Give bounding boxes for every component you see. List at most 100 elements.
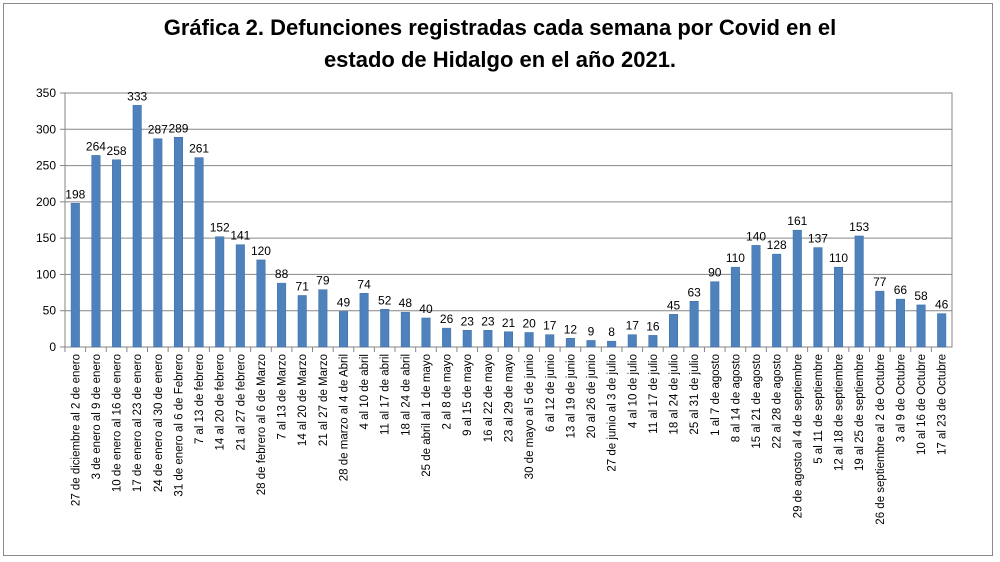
data-label: 46 <box>935 298 949 312</box>
x-tick-label: 3 de enero al 9 de enero <box>91 354 103 479</box>
bar <box>586 340 596 348</box>
x-tick-label: 20 al 26 de junio <box>586 354 598 438</box>
data-label: 137 <box>808 232 828 246</box>
data-label: 20 <box>522 316 536 330</box>
data-label: 77 <box>873 275 887 289</box>
data-label: 8 <box>608 325 615 339</box>
data-label: 9 <box>588 324 595 338</box>
data-label: 90 <box>708 266 722 280</box>
chart-title: Gráfica 2. Defunciones registradas cada … <box>0 12 1000 76</box>
x-tick-label: 16 al 22 de mayo <box>483 354 495 442</box>
bar <box>318 289 328 348</box>
data-label: 49 <box>337 295 351 309</box>
data-label: 71 <box>296 279 310 293</box>
x-tick-label: 7 al 13 de febrero <box>194 354 206 444</box>
data-label: 58 <box>914 289 928 303</box>
bar <box>112 159 122 348</box>
data-label: 21 <box>502 316 516 330</box>
bar <box>627 334 637 348</box>
bar <box>607 340 617 348</box>
bar <box>545 334 555 348</box>
x-tick-label: 2 al 8 de mayo <box>442 354 454 429</box>
x-tick-label: 15 al 21 de agosto <box>751 354 763 449</box>
data-label: 152 <box>210 221 230 235</box>
data-label: 140 <box>746 229 766 243</box>
bar <box>70 203 80 348</box>
x-tick-label: 27 de junio al 3 de julio <box>607 354 619 472</box>
bar <box>215 236 225 348</box>
bar <box>916 304 926 348</box>
x-tick-label: 1 al 7 de agosto <box>710 354 722 436</box>
x-tick-label: 9 al 15 de mayo <box>462 354 474 436</box>
y-tick-label: 350 <box>36 86 56 100</box>
bar <box>338 311 348 348</box>
x-tick-label: 11 al 17 de abril <box>380 354 392 435</box>
x-tick-label: 30 de mayo al 5 de junio <box>524 354 536 479</box>
data-label: 161 <box>787 214 807 228</box>
bar <box>91 155 101 348</box>
data-label: 23 <box>461 314 475 328</box>
bar <box>400 311 410 348</box>
x-tick-label: 18 al 24 de julio <box>669 354 681 435</box>
x-tick-label: 10 de enero al 16 de enero <box>112 354 124 492</box>
bar <box>153 138 163 348</box>
bar <box>380 309 390 348</box>
data-label: 141 <box>230 229 250 243</box>
bar <box>834 266 844 348</box>
x-tick-label: 17 de enero al 23 de enero <box>132 354 144 492</box>
x-tick-label: 11 al 17 de julio <box>648 354 660 434</box>
bar <box>442 327 452 348</box>
bar <box>483 330 493 348</box>
bar <box>504 331 513 348</box>
data-label: 110 <box>829 251 848 265</box>
data-label: 128 <box>767 238 787 252</box>
data-label: 264 <box>86 139 106 153</box>
x-tick-label: 19 al 25 de septiembre <box>854 354 866 471</box>
bar <box>751 245 761 348</box>
bar <box>710 281 720 348</box>
data-label: 258 <box>107 144 127 158</box>
data-label: 23 <box>481 314 495 328</box>
x-tick-label: 22 al 28 de agosto <box>772 354 784 449</box>
data-label: 26 <box>440 312 454 326</box>
data-label: 63 <box>687 285 701 299</box>
x-tick-label: 25 de abril al 1 de mayo <box>421 354 433 477</box>
bar <box>730 266 740 348</box>
chart-title-line-1: Gráfica 2. Defunciones registradas cada … <box>163 15 837 40</box>
y-tick-label: 100 <box>36 267 56 281</box>
x-tick-label: 8 al 14 de agosto <box>730 354 742 442</box>
data-label: 16 <box>646 319 660 333</box>
data-label: 289 <box>168 121 188 135</box>
x-tick-label: 25 al 31 de julio <box>689 354 701 435</box>
data-label: 12 <box>564 322 578 336</box>
bar <box>132 105 142 348</box>
data-label: 40 <box>419 302 433 316</box>
x-tick-label: 18 al 24 de abril <box>400 354 412 436</box>
x-tick-label: 6 al 12 de junio <box>545 354 557 432</box>
x-tick-label: 7 al 13 de Marzo <box>277 354 289 440</box>
data-label: 333 <box>127 89 147 103</box>
x-tick-label: 31 de enero al 6 de Febrero <box>173 354 185 497</box>
x-tick-label: 5 al 11 de septiembre <box>813 354 825 464</box>
bar <box>524 332 534 348</box>
bar <box>813 247 823 348</box>
y-tick-label: 300 <box>36 122 56 136</box>
x-tick-label: 4 al 10 de julio <box>627 354 639 428</box>
x-tick-label: 27 de diciembre al 2 de enero <box>70 354 82 506</box>
x-tick-label: 12 al 18 de septiembre <box>834 354 846 471</box>
data-label: 88 <box>275 267 289 281</box>
bar <box>669 314 679 348</box>
x-tick-label: 10 al 16 de Octubre <box>916 354 928 455</box>
bar <box>235 244 245 348</box>
x-tick-label: 28 de marzo al 4 de Abril <box>338 354 350 481</box>
x-tick-label: 26 de septiembre al 2 de Octubre <box>875 354 887 525</box>
data-label: 17 <box>543 319 557 333</box>
bar <box>173 137 183 348</box>
x-tick-label: 23 al 29 de mayo <box>504 354 516 442</box>
x-tick-label: 14 al 20 de Marzo <box>297 354 309 446</box>
data-label: 120 <box>251 244 271 258</box>
bar <box>792 229 802 348</box>
y-tick-label: 200 <box>36 195 56 209</box>
y-tick-label: 0 <box>49 340 56 354</box>
